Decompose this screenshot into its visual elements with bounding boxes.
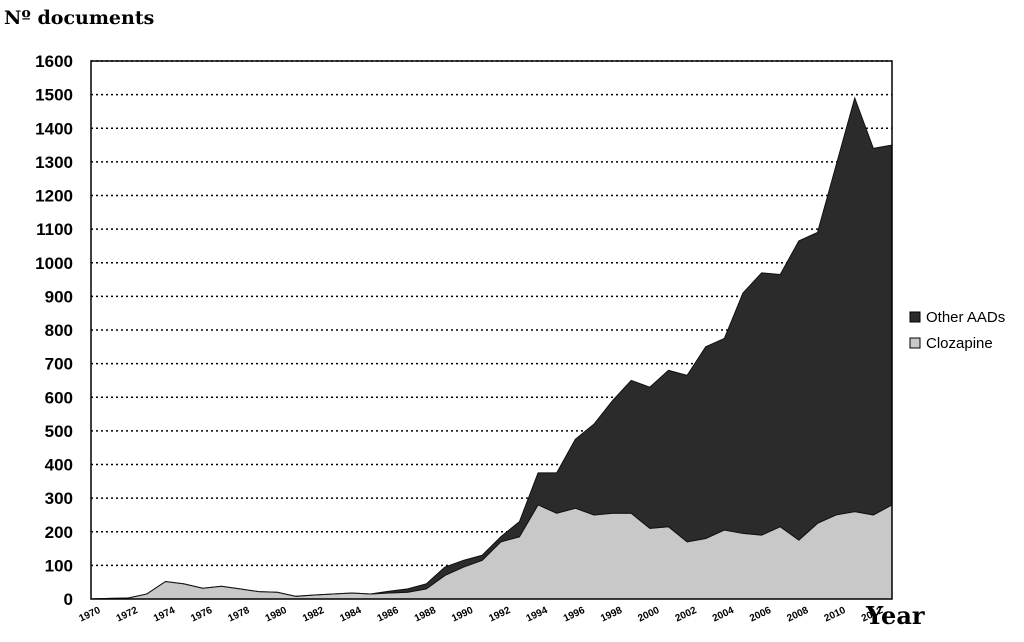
y-tick-label: 700 [45, 355, 73, 374]
x-tick-label: 1990 [450, 605, 475, 625]
y-tick-label: 1100 [36, 220, 73, 239]
x-tick-label: 2000 [636, 605, 661, 625]
y-tick-label: 1400 [35, 119, 73, 138]
x-tick-labels: 1970 1972 1974 1976 1978 1980 1982 1984 1986 1988… [78, 605, 886, 625]
x-tick-label: 2006 [748, 605, 773, 625]
y-axis-title: Nº documents [4, 7, 154, 29]
y-tick-label: 1600 [35, 52, 73, 71]
x-tick-label: 2002 [674, 605, 699, 625]
x-tick-label: 1998 [599, 605, 624, 625]
y-tick-label: 800 [45, 321, 73, 340]
x-tick-label: 1996 [562, 605, 587, 625]
y-tick-label: 200 [45, 523, 73, 542]
y-tick-label: 500 [45, 422, 73, 441]
y-tick-label: 300 [45, 489, 73, 508]
legend-item-clozapine: Clozapine [909, 335, 993, 352]
x-tick-label: 1974 [152, 605, 177, 625]
x-tick-label: 2010 [823, 605, 848, 625]
x-tick-label: 1992 [487, 605, 512, 625]
x-tick-label: 2008 [785, 605, 810, 625]
y-tick-labels: 0 100 200 300 400 500 600 700 800 900 1000 1100 1200… [35, 52, 73, 609]
y-tick-label: 900 [45, 287, 73, 306]
legend-swatch [909, 311, 921, 323]
x-axis-title: Year [865, 601, 925, 630]
y-tick-label: 400 [45, 456, 73, 475]
x-tick-label: 1980 [264, 605, 289, 625]
x-tick-label: 1972 [115, 605, 140, 625]
y-tick-label: 1500 [35, 86, 73, 105]
x-tick-label: 1976 [189, 605, 214, 625]
y-tick-label: 0 [64, 590, 73, 609]
y-tick-label: 1300 [35, 153, 73, 172]
x-tick-label: 1982 [301, 605, 326, 625]
area-other-aads [90, 96, 893, 600]
y-tick-label: 1000 [35, 254, 73, 273]
x-tick-label: 1970 [78, 605, 103, 625]
area-series [90, 96, 893, 600]
plot-frame [90, 60, 893, 600]
x-tick-label: 1984 [338, 605, 363, 625]
plot-border [90, 60, 893, 600]
legend-swatch [909, 337, 921, 349]
x-tick-label: 1994 [525, 605, 550, 625]
x-tick-label: 1986 [376, 605, 401, 625]
y-tick-label: 600 [45, 388, 73, 407]
legend-label: Other AADs [926, 309, 1005, 326]
legend-label: Clozapine [926, 335, 993, 352]
x-tick-label: 1978 [227, 605, 252, 625]
y-tick-label: 1200 [35, 187, 73, 206]
y-tick-label: 100 [45, 556, 73, 575]
x-tick-label: 2004 [711, 605, 736, 625]
legend: Other AADs Clozapine [909, 309, 1005, 352]
legend-item-other-aads: Other AADs [909, 309, 1005, 326]
x-tick-label: 1988 [413, 605, 438, 625]
